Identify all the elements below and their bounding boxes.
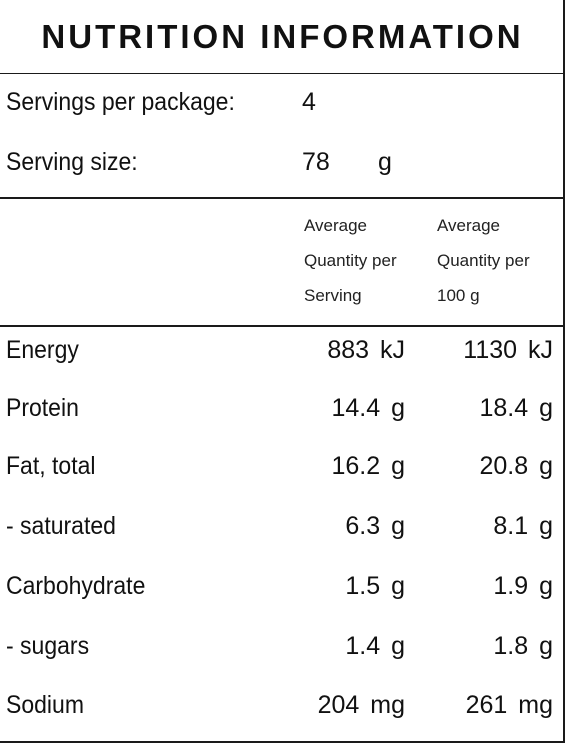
nutrient-row-sugars: - sugars 1.4 g 1.8 g: [0, 622, 565, 680]
nutrient-label: Carbohydrate: [6, 572, 146, 600]
column-header-line: Average: [437, 216, 501, 235]
serving-size-unit: g: [378, 148, 392, 176]
column-header-per-100g: Average Quantity per 100 g: [437, 208, 565, 313]
per-serving-value: 6.3 g: [345, 512, 405, 540]
per-100g-value: 20.8 g: [479, 452, 553, 480]
nutrient-label: - sugars: [6, 632, 90, 660]
column-header-line: Quantity per: [304, 251, 397, 270]
column-header-per-serving: Average Quantity per Serving: [304, 208, 432, 313]
per-100g-value: 261 mg: [465, 691, 553, 719]
nutrient-row-saturated: - saturated 6.3 g 8.1 g: [0, 502, 565, 560]
servings-per-package-label: Servings per package:: [6, 88, 235, 116]
per-serving-value: 14.4 g: [331, 394, 405, 422]
per-serving-value: 16.2 g: [331, 452, 405, 480]
column-header-line: Quantity per: [437, 251, 530, 270]
column-header-line: Serving: [304, 286, 362, 305]
column-header-line: Average: [304, 216, 368, 235]
nutrient-row-protein: Protein 14.4 g 18.4 g: [0, 384, 565, 442]
nutrient-label: - saturated: [6, 512, 116, 540]
nutrient-label: Sodium: [6, 691, 84, 719]
per-100g-value: 1130 kJ: [463, 336, 553, 364]
serving-size-value: 78: [302, 148, 330, 176]
column-header-line: 100 g: [437, 286, 480, 305]
servings-per-package-value: 4: [302, 88, 316, 116]
per-100g-value: 1.8 g: [493, 632, 553, 660]
nutrient-row-energy: Energy 883 kJ 1130 kJ: [0, 326, 565, 384]
per-serving-value: 883 kJ: [327, 336, 405, 364]
nutrient-label: Protein: [6, 394, 79, 422]
servings-divider: [0, 197, 565, 199]
per-100g-value: 18.4 g: [479, 394, 553, 422]
nutrient-row-fat-total: Fat, total 16.2 g 20.8 g: [0, 442, 565, 500]
panel-title: NUTRITION INFORMATION: [41, 18, 524, 55]
serving-size-label: Serving size:: [6, 148, 138, 176]
nutrient-label: Energy: [6, 336, 79, 364]
per-100g-value: 1.9 g: [493, 572, 553, 600]
per-serving-value: 204 mg: [317, 691, 405, 719]
per-serving-value: 1.5 g: [345, 572, 405, 600]
per-serving-value: 1.4 g: [345, 632, 405, 660]
nutrient-label: Fat, total: [6, 452, 96, 480]
nutrient-row-carbohydrate: Carbohydrate 1.5 g 1.9 g: [0, 562, 565, 620]
title-divider: [0, 73, 565, 74]
per-100g-value: 8.1 g: [493, 512, 553, 540]
header-divider: [0, 325, 565, 327]
nutrient-row-sodium: Sodium 204 mg 261 mg: [0, 681, 565, 739]
